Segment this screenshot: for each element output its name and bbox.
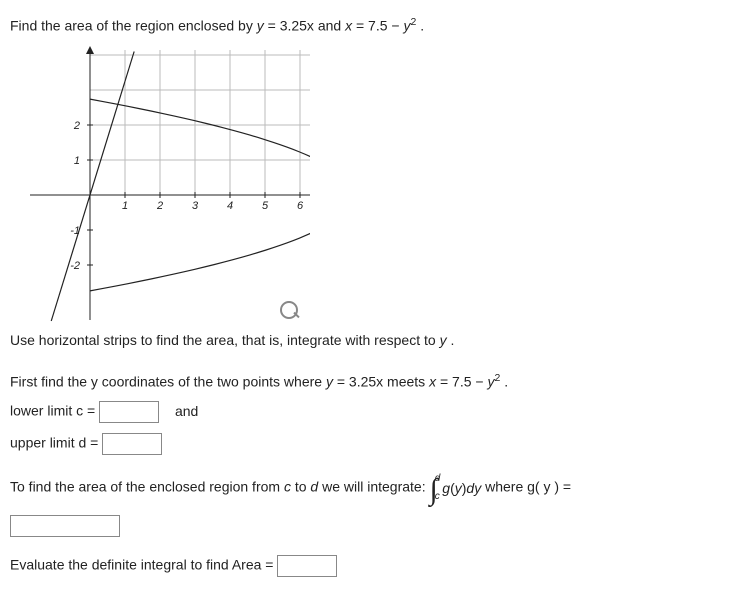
integrate-c: c [284, 479, 291, 495]
upper-limit-row: upper limit d = [10, 433, 721, 455]
eq1-lhs: y [257, 18, 264, 34]
integral-sign: ∫ [430, 475, 438, 505]
first-eq-lbl: y [326, 373, 333, 389]
zoom-icon[interactable] [280, 301, 298, 319]
evaluate-line: Evaluate the definite integral to find A… [10, 555, 721, 577]
eq2-rhs-exp: 2 [410, 16, 416, 28]
svg-text:1: 1 [74, 155, 80, 167]
integrand-dy: dy [466, 480, 481, 496]
eq2-rhs-a: 7.5 [368, 18, 387, 34]
eq1-equals: = [268, 18, 280, 34]
integrate-to: to [295, 479, 311, 495]
upper-limit-label: upper limit d = [10, 435, 98, 451]
strips-text: Use horizontal strips to find the area, … [10, 332, 440, 348]
first-eq2-equals: = [440, 373, 452, 389]
eq2-equals: = [356, 18, 368, 34]
graph-container: 123456712-1-2 [10, 40, 721, 322]
strips-line: Use horizontal strips to find the area, … [10, 332, 721, 348]
first-eq2-lbl: x [429, 373, 436, 389]
area-input[interactable] [277, 555, 337, 577]
integrate-text-a: To find the area of the enclosed region … [10, 479, 284, 495]
integrate-where: where g( y ) = [485, 479, 571, 495]
svg-text:2: 2 [156, 200, 163, 212]
eq2-lhs: x [345, 18, 352, 34]
svg-text:5: 5 [262, 200, 269, 212]
first-eq-equals: = [337, 373, 349, 389]
and-word: and [318, 18, 345, 34]
first-eq2-a: 7.5 [452, 373, 471, 389]
svg-text:6: 6 [297, 200, 304, 212]
question-line: Find the area of the region enclosed by … [10, 16, 721, 34]
integrand-g: g [442, 480, 450, 496]
evaluate-text: Evaluate the definite integral to find A… [10, 557, 273, 573]
integrate-text-b: we will integrate: [322, 479, 429, 495]
eq1-rhs: 3.25x [280, 18, 314, 34]
first-text-a: First find the y coordinates of the two … [10, 373, 326, 389]
lower-limit-label: lower limit c = [10, 403, 95, 419]
integrate-line: To find the area of the enclosed region … [10, 473, 721, 503]
intro-text: Find the area of the region enclosed by [10, 18, 257, 34]
svg-text:2: 2 [73, 120, 80, 132]
first-eq-rhs: 3.25x [349, 373, 383, 389]
upper-limit-input[interactable] [102, 433, 162, 455]
svg-text:-2: -2 [70, 260, 80, 272]
integrand-y: y [455, 480, 462, 496]
lower-limit-row: lower limit c = and [10, 401, 721, 423]
eq2-minus: − [391, 18, 403, 34]
period: . [420, 18, 424, 34]
graph-svg: 123456712-1-2 [10, 40, 310, 325]
first-eq2-exp: 2 [494, 372, 500, 384]
first-meets: meets [387, 373, 429, 389]
gy-input-row [10, 515, 721, 537]
integrate-d: d [310, 479, 318, 495]
strips-period: . [450, 332, 454, 348]
first-eq2-minus: − [475, 373, 487, 389]
integral-expression: ∫ d c g ( y ) dy [430, 473, 482, 503]
lower-limit-input[interactable] [99, 401, 159, 423]
svg-text:1: 1 [122, 200, 128, 212]
strips-var: y [440, 332, 447, 348]
first-period: . [504, 373, 508, 389]
svg-text:4: 4 [227, 200, 233, 212]
svg-text:3: 3 [192, 200, 199, 212]
first-find-line: First find the y coordinates of the two … [10, 372, 721, 390]
limits-and: and [175, 403, 198, 419]
gy-input[interactable] [10, 515, 120, 537]
